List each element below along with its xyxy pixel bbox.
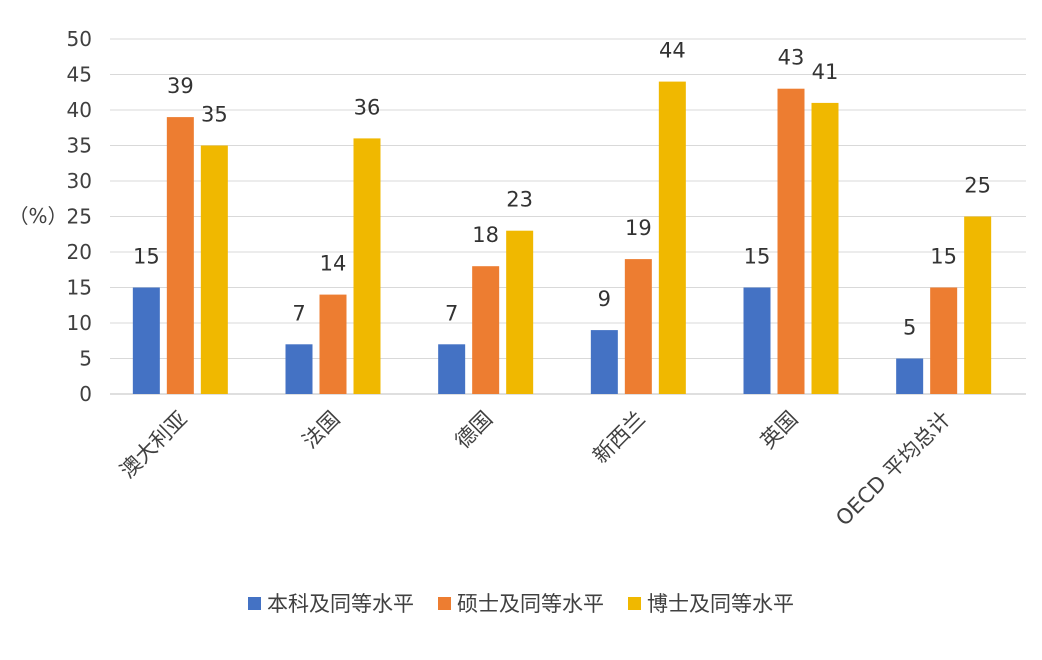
bar bbox=[658, 81, 686, 394]
legend-item: 本科及同等水平 bbox=[248, 588, 414, 618]
bar bbox=[472, 266, 500, 394]
data-label: 7 bbox=[292, 301, 305, 325]
y-tick-label: 25 bbox=[67, 205, 92, 229]
data-label: 9 bbox=[598, 287, 611, 311]
legend-item: 博士及同等水平 bbox=[628, 588, 794, 618]
y-tick-label: 45 bbox=[67, 63, 92, 87]
y-tick-label: 50 bbox=[67, 27, 92, 51]
data-label: 7 bbox=[445, 301, 458, 325]
legend-label: 本科及同等水平 bbox=[267, 592, 414, 616]
category-label: 新西兰 bbox=[588, 407, 650, 469]
bars bbox=[132, 81, 992, 395]
bar bbox=[964, 216, 992, 394]
category-label: 法国 bbox=[298, 407, 345, 454]
legend-swatch bbox=[438, 596, 451, 610]
y-tick-label: 30 bbox=[67, 169, 92, 193]
bar bbox=[930, 287, 958, 394]
y-tick-label: 20 bbox=[67, 240, 92, 264]
category-label: 澳大利亚 bbox=[116, 407, 192, 483]
data-label: 18 bbox=[472, 223, 499, 247]
category-labels: 澳大利亚 法国 德国 新西兰 英国 OECD 平均总计 bbox=[116, 407, 956, 531]
legend-swatch bbox=[628, 596, 641, 610]
data-label: 36 bbox=[354, 95, 381, 119]
legend-item: 硕士及同等水平 bbox=[438, 588, 604, 618]
y-tick-label: 5 bbox=[79, 347, 92, 371]
category-label: OECD 平均总计 bbox=[831, 407, 955, 531]
data-label: 23 bbox=[506, 188, 533, 212]
data-label: 15 bbox=[133, 245, 160, 269]
y-tick-label: 15 bbox=[67, 276, 92, 300]
bar bbox=[438, 344, 466, 394]
bar bbox=[285, 344, 313, 394]
gridlines bbox=[110, 38, 1026, 395]
legend-label: 博士及同等水平 bbox=[647, 592, 794, 616]
bar bbox=[777, 88, 805, 394]
category-label: 德国 bbox=[451, 407, 498, 454]
y-tick-label: 35 bbox=[67, 134, 92, 158]
bar bbox=[896, 358, 924, 394]
data-labels: 15 39 35 7 14 36 7 18 23 9 19 44 15 43 41 5 15 25 bbox=[133, 39, 991, 340]
data-label: 44 bbox=[659, 39, 686, 63]
y-axis-ticks: 0 5 10 15 20 25 30 35 40 45 50 bbox=[67, 27, 92, 406]
bar-chart: 0 5 10 15 20 25 30 35 40 45 50 （%） 15 39 35 7 14 36 7 18 2… bbox=[8, 27, 1026, 531]
data-label: 19 bbox=[625, 216, 652, 240]
legend: 本科及同等水平 硕士及同等水平 博士及同等水平 bbox=[0, 588, 1042, 618]
bar bbox=[166, 117, 194, 394]
category-label: 英国 bbox=[756, 407, 803, 454]
bar bbox=[590, 330, 618, 394]
data-label: 41 bbox=[812, 60, 839, 84]
bar bbox=[200, 145, 228, 394]
data-label: 35 bbox=[201, 103, 228, 127]
y-tick-label: 40 bbox=[67, 98, 92, 122]
bar bbox=[811, 102, 839, 395]
data-label: 15 bbox=[930, 245, 957, 269]
bar bbox=[319, 294, 347, 394]
bar bbox=[743, 287, 771, 394]
legend-label: 硕士及同等水平 bbox=[457, 592, 604, 616]
data-label: 39 bbox=[167, 74, 194, 98]
bar bbox=[624, 259, 652, 394]
bar bbox=[506, 230, 534, 394]
legend-swatch bbox=[248, 596, 261, 610]
bar bbox=[132, 287, 160, 394]
bar bbox=[353, 138, 381, 394]
y-axis-label: （%） bbox=[8, 204, 67, 228]
data-label: 5 bbox=[903, 316, 916, 340]
data-label: 14 bbox=[320, 252, 347, 276]
y-tick-label: 0 bbox=[79, 382, 92, 406]
data-label: 43 bbox=[778, 46, 805, 70]
y-tick-label: 10 bbox=[67, 311, 92, 335]
data-label: 25 bbox=[964, 174, 991, 198]
data-label: 15 bbox=[744, 245, 771, 269]
